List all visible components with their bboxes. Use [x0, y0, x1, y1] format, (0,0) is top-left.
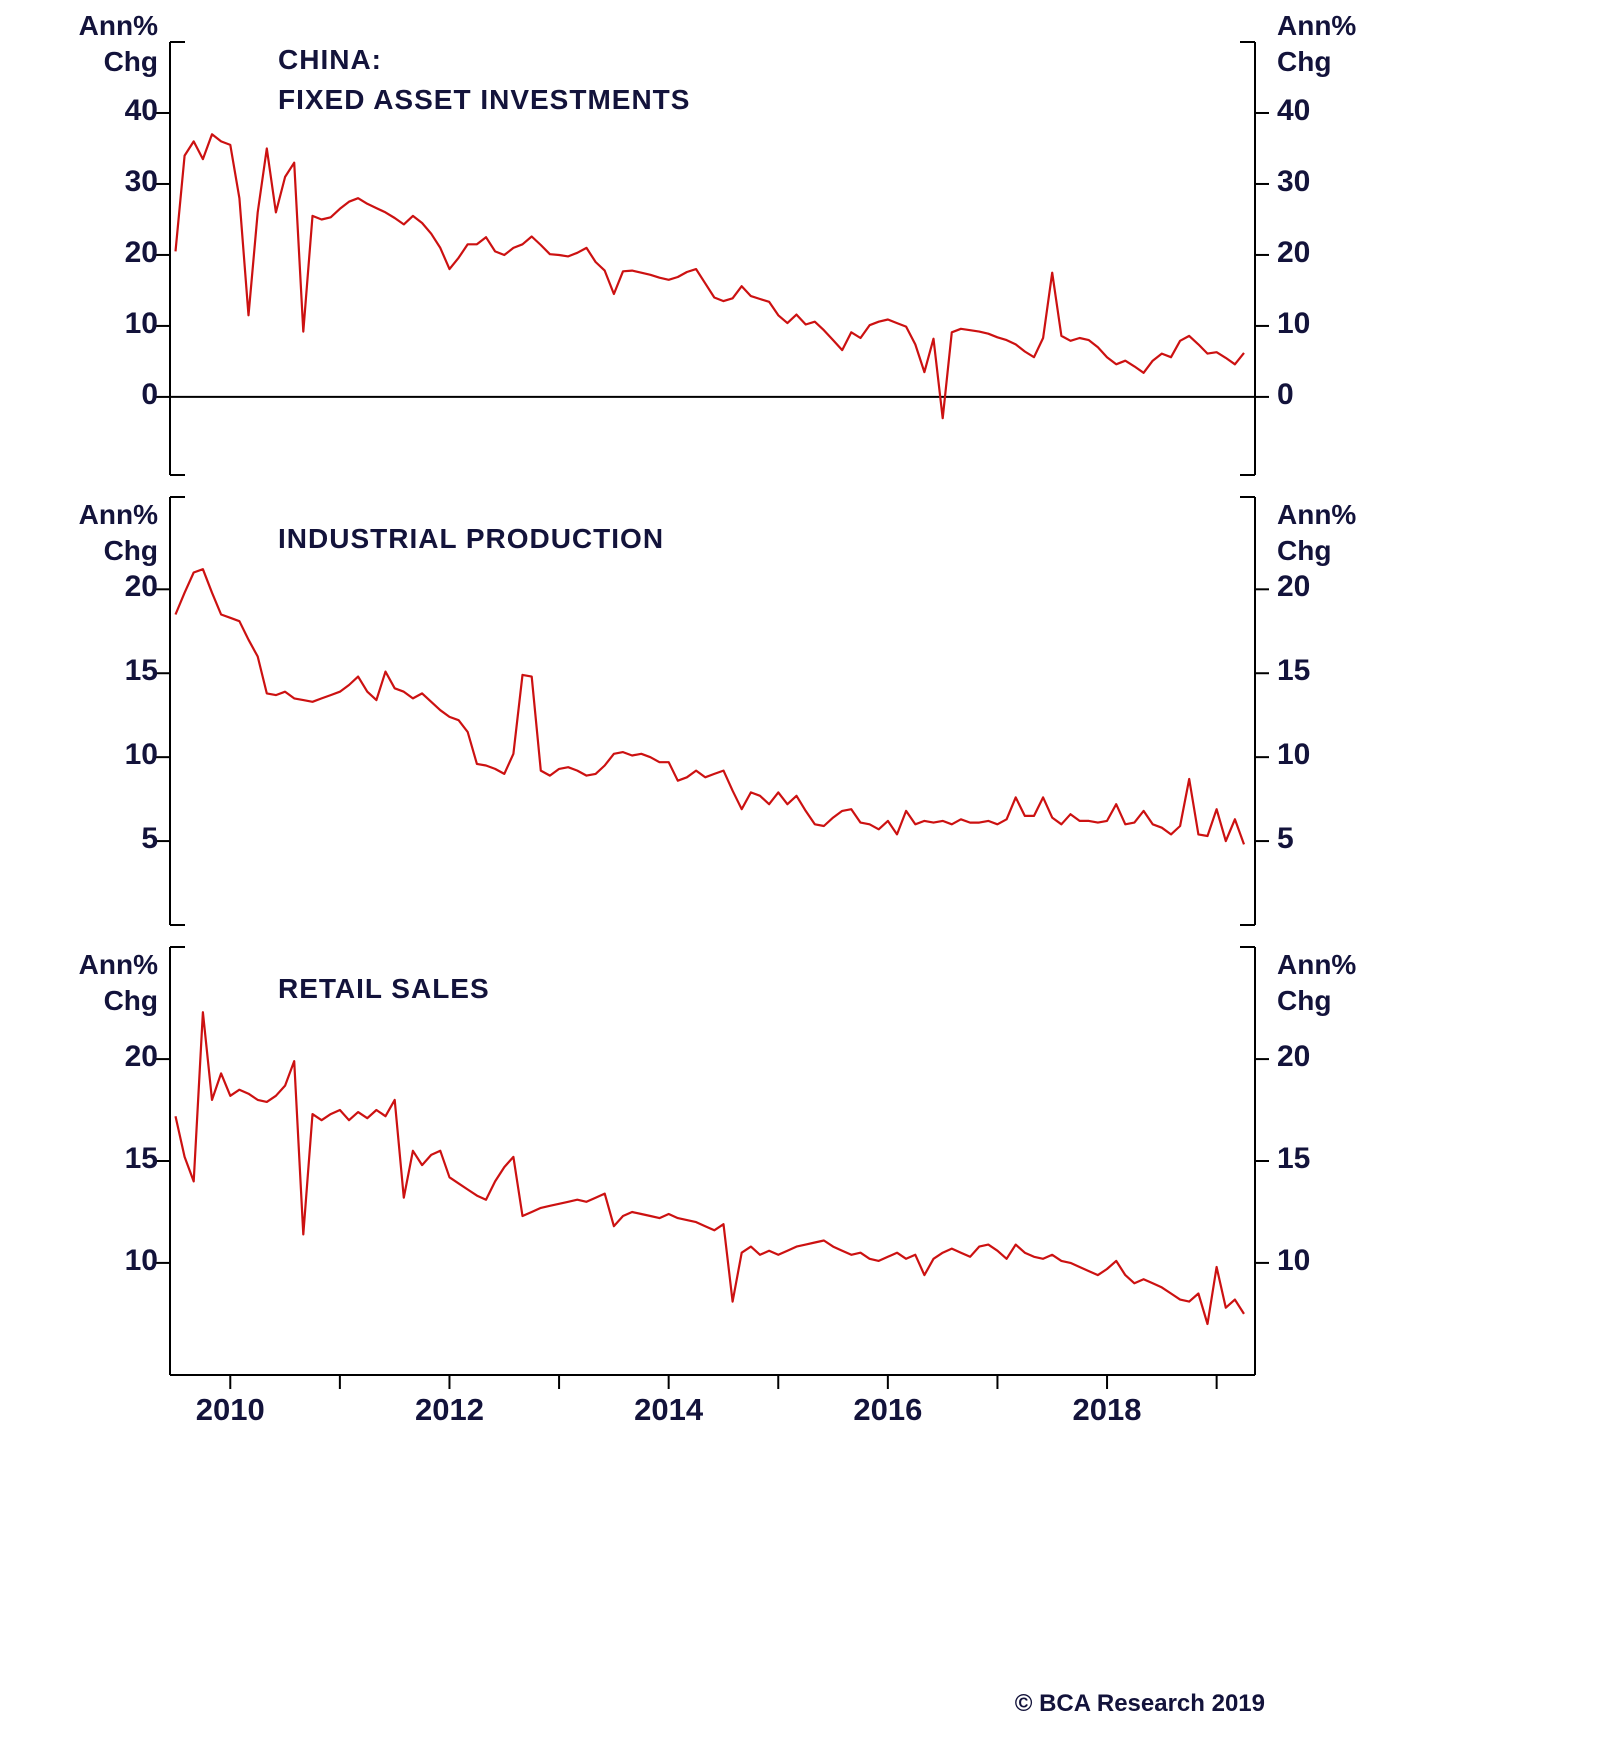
- industrial-production-line: [174, 568, 1246, 845]
- x-tick-label: 2010: [195, 1392, 265, 1427]
- y-tick-label-right: 15: [1277, 1142, 1311, 1175]
- axis-unit-label-left-top: Ann%: [78, 949, 158, 980]
- y-tick-label-right: 10: [1277, 306, 1311, 340]
- axis-unit-label-left-bottom: Chg: [103, 535, 158, 566]
- panel-title: INDUSTRIAL PRODUCTION: [278, 523, 665, 554]
- x-tick-label: 2012: [414, 1392, 484, 1427]
- axis-unit-label-right-bottom: Chg: [1277, 535, 1332, 566]
- y-tick-label-right: 10: [1277, 1243, 1311, 1277]
- y-tick-label-right: 10: [1277, 738, 1311, 772]
- axis-unit-label-left-bottom: Chg: [103, 46, 158, 77]
- axis-unit-label-right-bottom: Chg: [1277, 46, 1332, 77]
- axis-unit-label-right-top: Ann%: [1277, 949, 1357, 980]
- y-tick-label-right: 30: [1277, 164, 1311, 198]
- y-tick-label-left: 20: [124, 235, 158, 269]
- y-tick-label-left: 15: [124, 1142, 158, 1175]
- x-tick-label: 2016: [853, 1392, 923, 1427]
- retail-sales-line: [174, 1011, 1245, 1326]
- y-tick-label-left: 10: [124, 738, 158, 772]
- y-tick-label-left: 10: [124, 1243, 158, 1277]
- y-tick-label-right: 5: [1277, 822, 1294, 856]
- y-tick-label-left: 5: [141, 822, 158, 856]
- y-tick-label-right: 40: [1277, 93, 1311, 127]
- fixed-asset-investments-line: [174, 133, 1245, 420]
- y-tick-label-right: 15: [1277, 654, 1311, 688]
- y-tick-label-left: 15: [124, 654, 158, 688]
- y-tick-label-left: 20: [124, 1040, 158, 1074]
- y-tick-label-left: 40: [124, 93, 158, 127]
- axis-unit-label-right-top: Ann%: [1277, 499, 1357, 530]
- y-tick-label-left: 20: [124, 570, 158, 604]
- y-tick-label-right: 20: [1277, 1040, 1311, 1074]
- axis-unit-label-left-top: Ann%: [78, 10, 158, 41]
- y-tick-label-left: 30: [124, 164, 158, 198]
- axis-unit-label-left-bottom: Chg: [103, 985, 158, 1016]
- x-tick-label: 2014: [634, 1392, 704, 1427]
- y-tick-label-left: 10: [124, 306, 158, 340]
- panel-title: RETAIL SALES: [278, 973, 490, 1004]
- y-tick-label-right: 0: [1277, 377, 1294, 411]
- copyright-note: © BCA Research 2019: [1014, 1690, 1265, 1717]
- axis-unit-label-left-top: Ann%: [78, 499, 158, 530]
- axis-unit-label-right-bottom: Chg: [1277, 985, 1332, 1016]
- y-tick-label-right: 20: [1277, 570, 1311, 604]
- y-tick-label-left: 0: [141, 377, 158, 411]
- panel-title: FIXED ASSET INVESTMENTS: [278, 84, 691, 115]
- panel-title: CHINA:: [278, 44, 382, 75]
- y-tick-label-right: 20: [1277, 235, 1311, 269]
- x-tick-label: 2018: [1072, 1392, 1142, 1427]
- axis-unit-label-right-top: Ann%: [1277, 10, 1357, 41]
